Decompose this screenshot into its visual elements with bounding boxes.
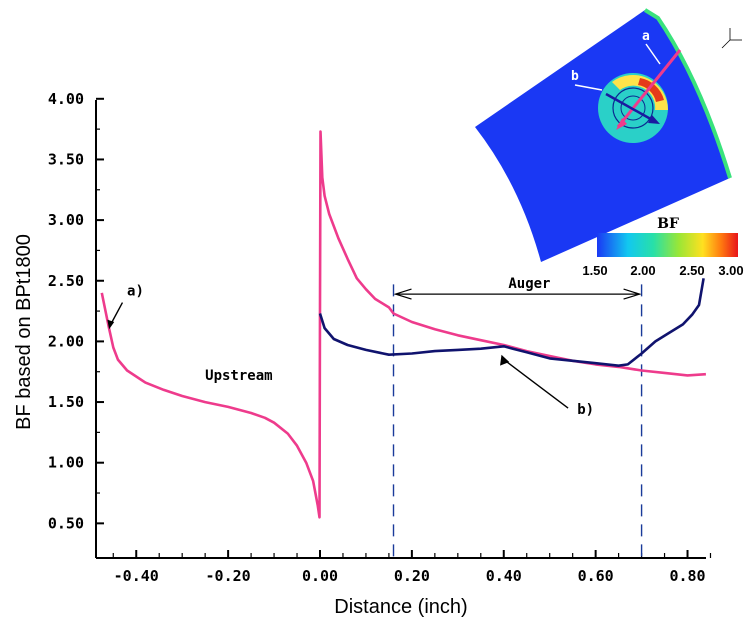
x-tick-label: -0.20: [206, 567, 251, 585]
y-ticks: 0.50 1.00 1.50 2.00 2.50 3.00 3.50 4.00: [48, 90, 104, 532]
series-line-a: [100, 130, 706, 519]
inset-pointer-b: [574, 84, 603, 91]
colorbar: BF 1.50 2.00 2.50 3.00: [582, 216, 743, 278]
inset-pointer-a: [645, 43, 661, 65]
inset-hole-inner-ring: [612, 87, 654, 129]
x-tick-label: -0.40: [114, 567, 159, 585]
x-ticks: -0.40 -0.20 0.00 0.20 0.40 0.60 0.80: [112, 550, 712, 585]
inset-hole-inner-ring-2: [620, 95, 646, 121]
annotation-label: Upstream: [205, 368, 272, 384]
colorbar-tick-label: 2.00: [630, 263, 655, 278]
auger-region-markers: [392, 284, 643, 558]
inset-surface-edge: [643, 8, 732, 179]
colorbar-tick-label: 3.00: [718, 263, 743, 278]
inset-cut-line-b-arrowhead: [648, 115, 660, 124]
y-tick-label: 1.00: [48, 454, 84, 472]
x-tick-label: 0.20: [394, 567, 430, 585]
annotation-arrowhead-b: [500, 354, 510, 366]
x-tick-label: 0.00: [302, 567, 338, 585]
annotation-arrowhead-a: [107, 319, 115, 330]
auger-arrowhead-right: [623, 288, 642, 300]
colorbar-tick-label: 1.50: [582, 263, 607, 278]
y-tick-label: 3.50: [48, 150, 84, 168]
y-tick-label: 3.00: [48, 211, 84, 229]
colorbar-title: BF: [657, 216, 679, 232]
inset-label-b: b: [571, 69, 579, 84]
inset-surface: [475, 10, 730, 262]
annotation-label: Auger: [508, 276, 550, 292]
y-tick-label: 2.00: [48, 332, 84, 350]
x-tick-label: 0.80: [669, 567, 705, 585]
inset-surface-view: a b: [475, 8, 742, 262]
y-tick-label: 2.50: [48, 272, 84, 290]
x-tick-label: 0.60: [578, 567, 614, 585]
x-tick-label: 0.40: [486, 567, 522, 585]
annotation-arrow-b: [503, 359, 569, 409]
colorbar-tick-label: 2.50: [679, 263, 704, 278]
inset-cut-line-a: [616, 49, 682, 128]
inset-cut-line-a-arrowhead: [616, 118, 627, 130]
y-tick-label: 4.00: [48, 90, 84, 108]
inset-cut-line-b: [605, 92, 657, 124]
inset-hole-hotspot-core: [638, 78, 664, 102]
data-series: [100, 130, 706, 519]
y-axis-title: BF based on BPt1800: [13, 234, 35, 430]
annotations: a) Upstream Auger b): [107, 276, 594, 418]
auger-arrowhead-left: [393, 288, 412, 300]
inset-label-a: a: [642, 29, 650, 44]
annotation-label: a): [127, 283, 144, 299]
inset-axis-triad: [721, 28, 742, 49]
series-line-b: [318, 278, 705, 368]
y-tick-label: 0.50: [48, 514, 84, 532]
x-axis-title: Distance (inch): [334, 596, 467, 618]
colorbar-gradient: [597, 233, 738, 257]
annotation-label: b): [577, 402, 594, 418]
y-tick-label: 1.50: [48, 393, 84, 411]
